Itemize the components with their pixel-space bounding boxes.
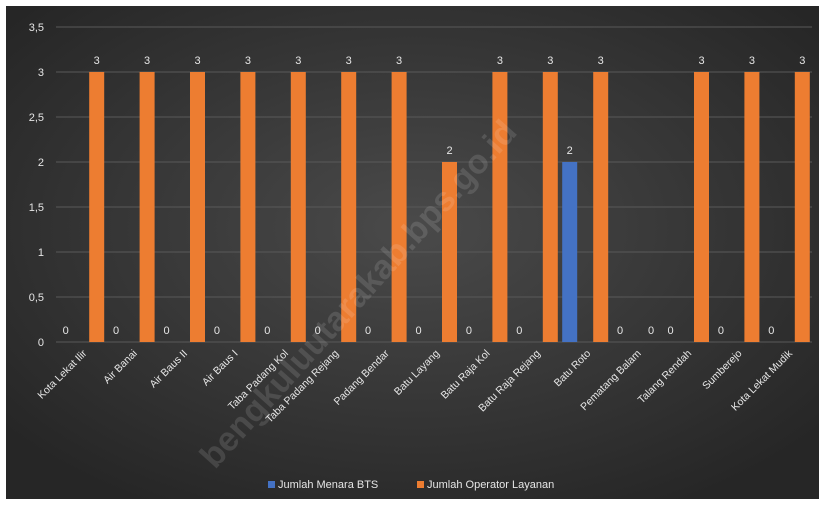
bar-operator-layanan [542, 72, 558, 342]
bar-operator-layanan [694, 72, 709, 342]
data-label: 3 [698, 55, 704, 67]
data-label: 3 [346, 55, 352, 67]
y-tick-label: 0,5 [29, 292, 44, 304]
legend: Jumlah Menara BTS Jumlah Operator Layanan [268, 479, 554, 491]
data-label: 0 [466, 325, 472, 337]
legend-label: Jumlah Menara BTS [278, 479, 378, 491]
data-label: 0 [617, 325, 623, 337]
y-axis-ticks: 0 0,5 1 1,5 2 2,5 3 3,5 [29, 22, 44, 349]
data-label: 3 [94, 55, 100, 67]
data-label: 3 [749, 55, 755, 67]
bar-operator-layanan [190, 72, 205, 342]
data-label: 0 [365, 325, 371, 337]
data-label: 0 [163, 325, 169, 337]
bar-operator-layanan [240, 72, 256, 342]
data-label: 3 [245, 55, 251, 67]
data-label: 3 [799, 55, 805, 67]
data-label: 0 [315, 325, 321, 337]
bar-operator-layanan [139, 72, 155, 342]
data-label: 3 [194, 55, 200, 67]
y-tick-label: 3 [38, 67, 44, 79]
bar-operator-layanan [391, 72, 407, 342]
y-tick-label: 1,5 [29, 202, 44, 214]
bar-operator-layanan [794, 72, 810, 342]
data-label: 3 [144, 55, 150, 67]
data-label: 0 [768, 325, 774, 337]
data-label: 0 [113, 325, 119, 337]
gridlines [56, 26, 812, 343]
data-label: 3 [497, 55, 503, 67]
data-label: 2 [446, 145, 452, 157]
bar-operator-layanan [593, 72, 609, 342]
legend-swatch [268, 481, 275, 488]
data-label: 3 [295, 55, 301, 67]
bar-operator-layanan [89, 72, 105, 342]
y-tick-label: 2 [38, 157, 44, 169]
data-label: 0 [63, 325, 69, 337]
data-label: 0 [718, 325, 724, 337]
legend-swatch [417, 481, 424, 488]
y-tick-label: 0 [38, 337, 44, 349]
data-label: 3 [598, 55, 604, 67]
y-tick-label: 3,5 [29, 22, 44, 34]
data-label: 0 [264, 325, 270, 337]
data-labels: 0 3 0 3 0 3 0 3 0 3 0 3 0 3 0 2 0 3 0 3 2 3 0 0 0 3 0 3 0 3 [63, 55, 806, 337]
data-label: 0 [648, 325, 654, 337]
bar-operator-layanan [290, 72, 306, 342]
data-label: 3 [396, 55, 402, 67]
y-tick-label: 2,5 [29, 112, 44, 124]
data-label: 0 [415, 325, 421, 337]
data-label: 3 [547, 55, 553, 67]
bar-operator-layanan [744, 72, 760, 342]
data-label: 2 [567, 145, 573, 157]
data-label: 0 [516, 325, 522, 337]
data-label: 0 [667, 325, 673, 337]
bar-operator-layanan [442, 162, 457, 342]
bar-operator-layanan [341, 72, 357, 342]
bar-operator-layanan [492, 72, 508, 342]
data-label: 0 [214, 325, 220, 337]
y-tick-label: 1 [38, 247, 44, 259]
bar-menara-bts [562, 162, 578, 342]
bars [89, 72, 810, 342]
legend-label: Jumlah Operator Layanan [427, 479, 554, 491]
